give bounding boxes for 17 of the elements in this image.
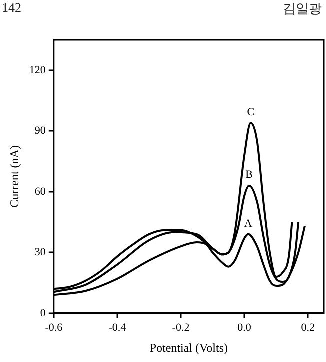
y-axis-title: Current (nA) bbox=[7, 146, 22, 208]
x-tick-label: 0.2 bbox=[301, 322, 315, 334]
y-tick-label: 60 bbox=[34, 186, 46, 198]
y-tick-label: 30 bbox=[34, 246, 46, 259]
x-tick-label: 0.0 bbox=[238, 322, 252, 334]
y-tick-label: 90 bbox=[34, 125, 46, 138]
y-tick-label: 120 bbox=[29, 64, 46, 76]
annotation: A bbox=[244, 218, 252, 230]
y-tick-label: 0 bbox=[40, 307, 46, 320]
x-tick-label: -0.6 bbox=[45, 322, 64, 334]
text: 142 bbox=[2, 0, 22, 16]
annotation: B bbox=[246, 169, 253, 182]
x-tick-label: -0.2 bbox=[172, 322, 190, 334]
annotation: C bbox=[247, 106, 255, 118]
text: 김일광 bbox=[283, 0, 322, 18]
x-tick-label: -0.4 bbox=[108, 322, 127, 334]
x-axis-title: Potential (Volts) bbox=[150, 340, 228, 355]
